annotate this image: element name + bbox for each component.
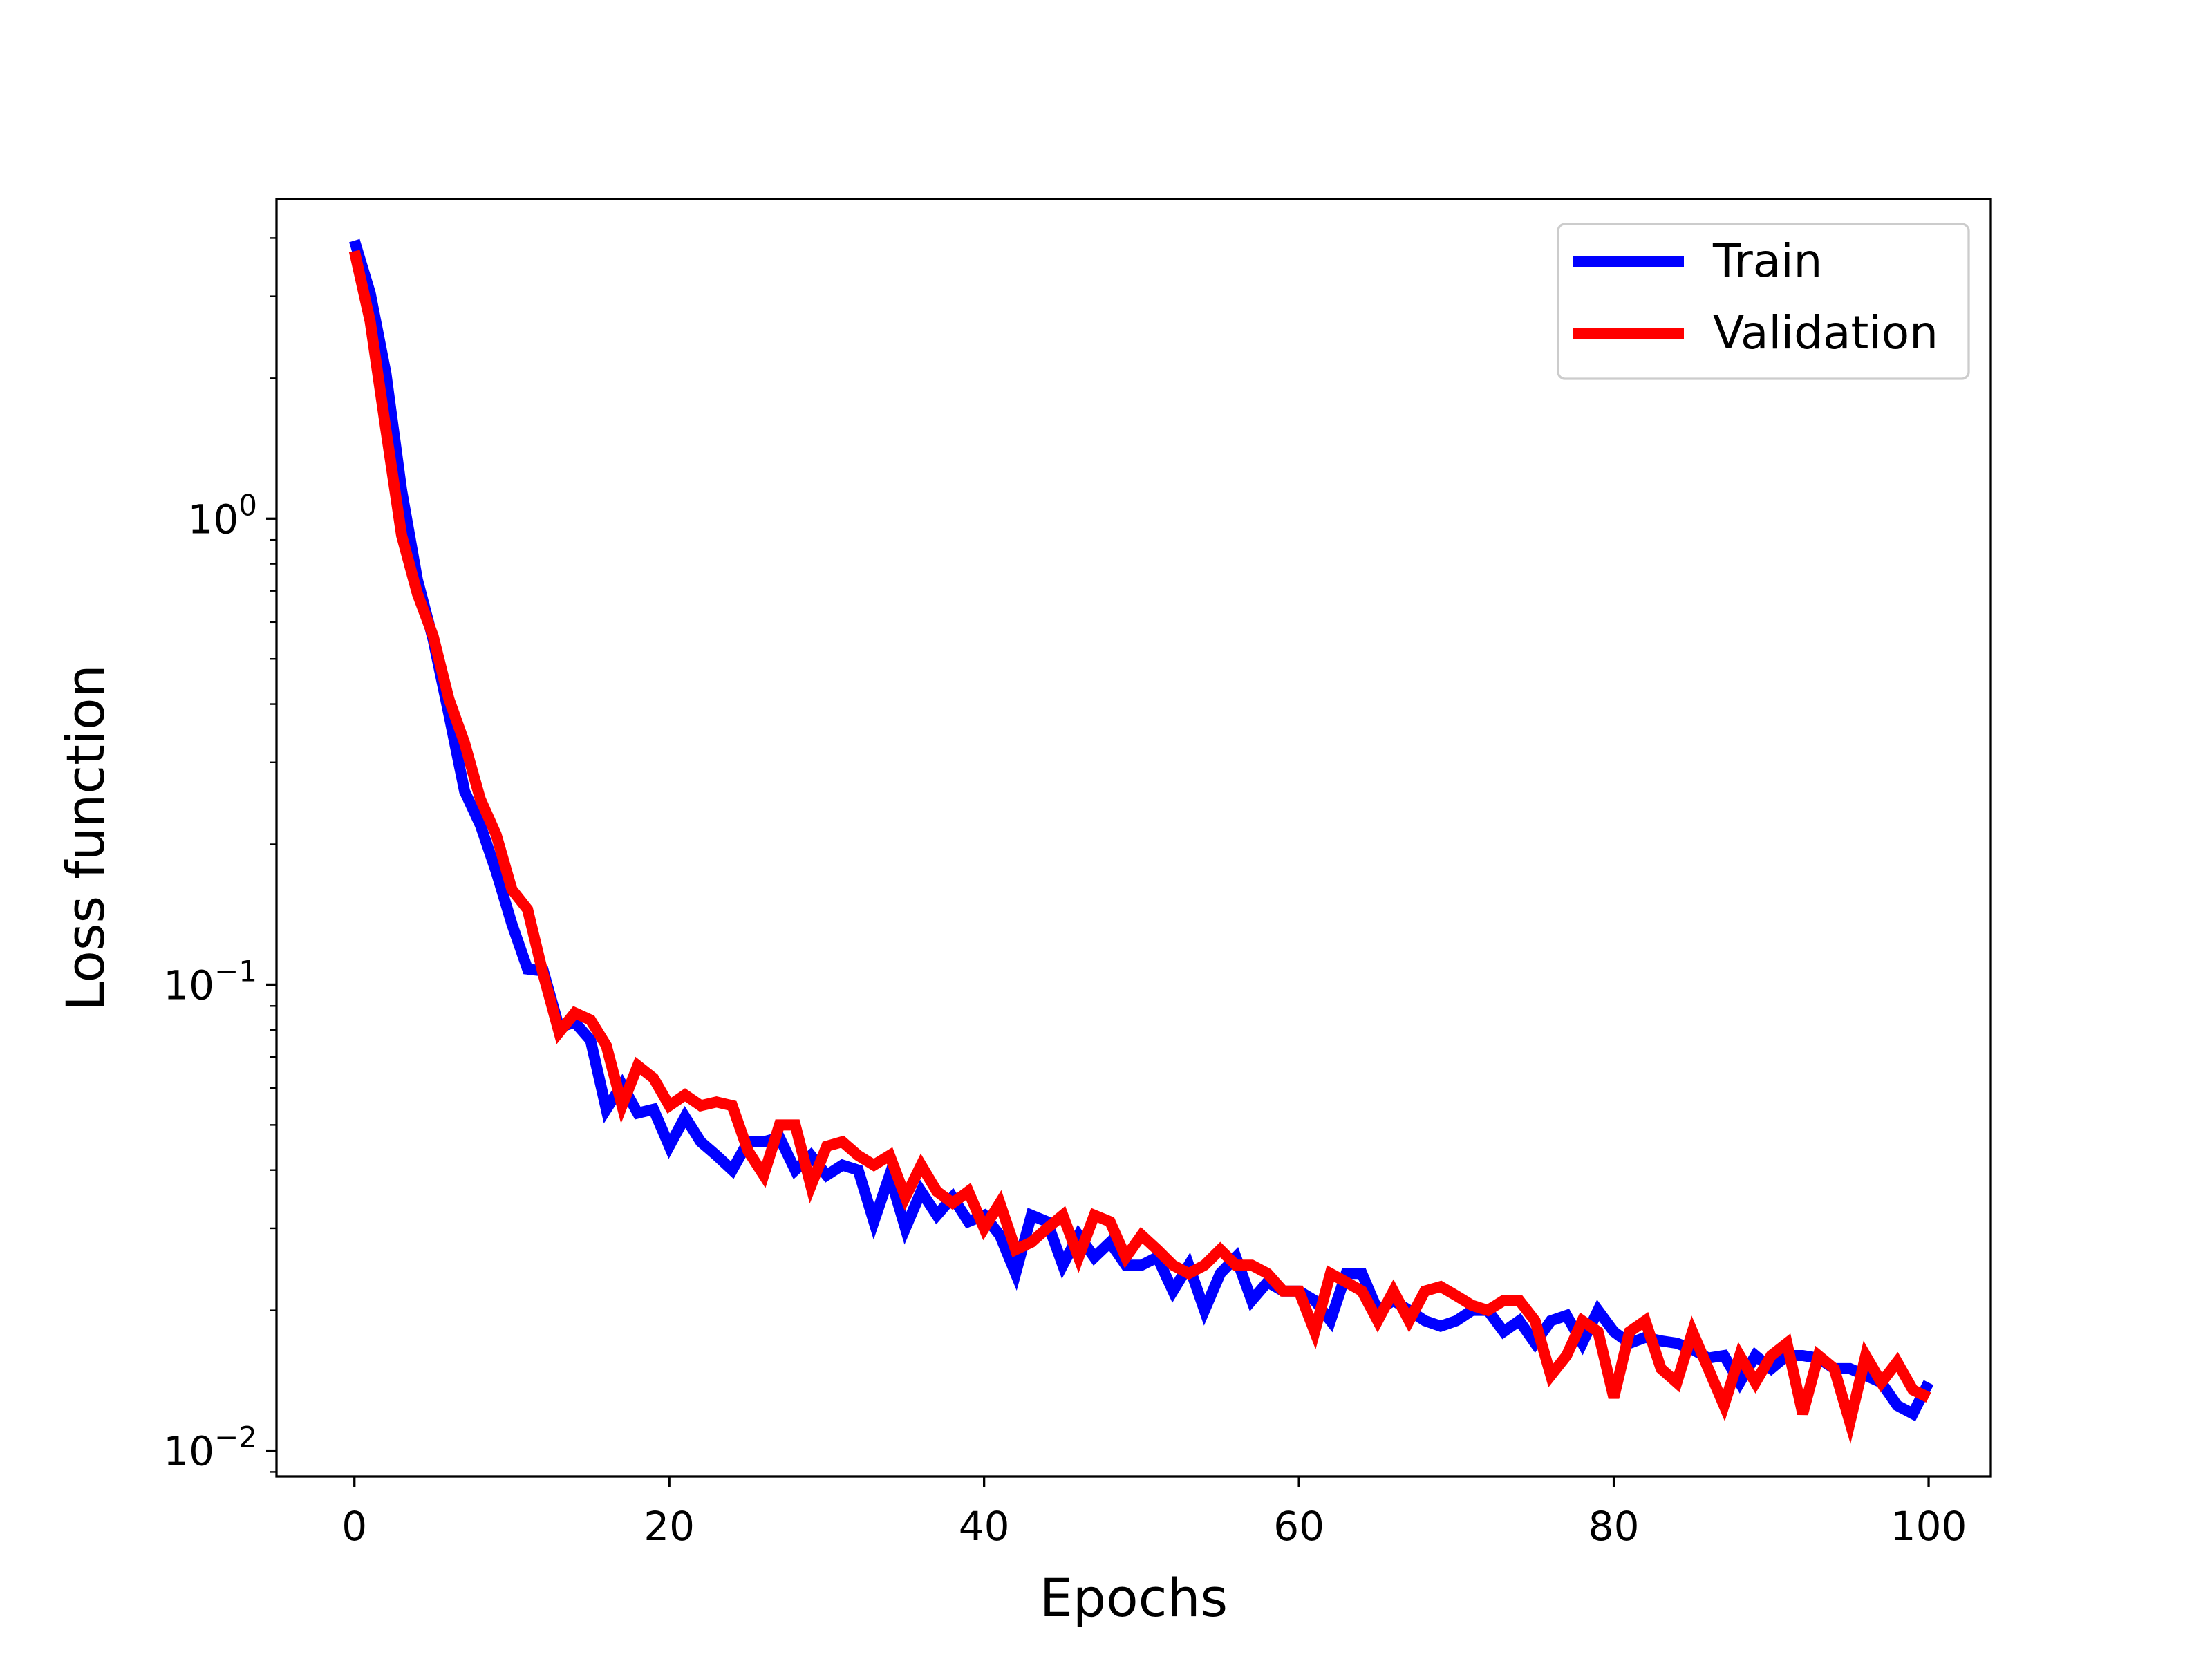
y-tick-label: 10−1 — [163, 954, 257, 1009]
y-axis-label: Loss function — [55, 664, 116, 1011]
legend: Train Validation — [1557, 223, 1970, 380]
x-tick-label: 60 — [1273, 1503, 1324, 1550]
legend-label-validation: Validation — [1713, 306, 1938, 359]
plot-area — [276, 199, 1991, 1477]
legend-label-train: Train — [1712, 234, 1822, 288]
x-tick-label: 20 — [644, 1503, 695, 1550]
y-tick-label: 10−2 — [163, 1421, 257, 1475]
series-layer — [348, 238, 1934, 1445]
y-axis-ticks: 100 10−1 10−2 — [163, 237, 276, 1475]
x-tick-label: 40 — [959, 1503, 1010, 1550]
y-tick-label: 100 — [187, 488, 257, 543]
x-axis-label: Epochs — [1040, 1567, 1228, 1629]
x-tick-label: 0 — [341, 1503, 367, 1550]
x-tick-label: 80 — [1588, 1503, 1640, 1550]
x-axis-ticks: 0 20 40 60 80 100 — [341, 1477, 1967, 1550]
axes-frame — [275, 198, 1992, 1478]
x-tick-label: 100 — [1891, 1503, 1967, 1550]
series-line-validation — [348, 250, 1931, 1445]
